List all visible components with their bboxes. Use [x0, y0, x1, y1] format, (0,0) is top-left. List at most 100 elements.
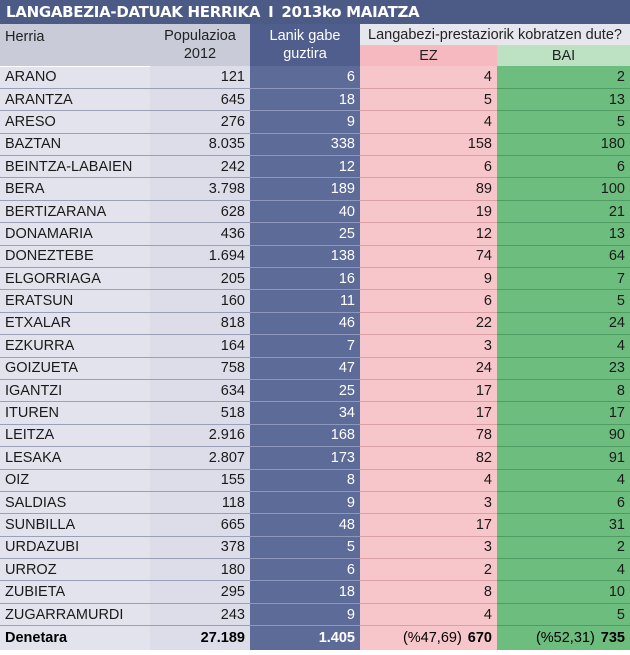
cell-ez: 6 — [360, 289, 497, 313]
total-populazioa: 27.189 — [150, 625, 250, 650]
table-row: OIZ 155 8 4 4 — [0, 469, 630, 492]
table-row: GOIZUETA 758 47 24 23 — [0, 357, 630, 380]
table-row: ZUBIETA 295 18 8 10 — [0, 580, 630, 604]
cell-lanik: 9 — [250, 110, 360, 134]
cell-populazioa: 2.916 — [150, 424, 250, 448]
cell-lanik: 9 — [250, 603, 360, 627]
cell-ez: 4 — [360, 469, 497, 492]
cell-bai: 4 — [497, 558, 630, 582]
cell-bai: 100 — [497, 177, 630, 201]
total-row: Denetara 27.189 1.405 (%47,69) 670 (%52,3… — [0, 625, 630, 650]
cell-bai: 4 — [497, 334, 630, 358]
total-lanik: 1.405 — [250, 625, 360, 650]
cell-bai: 24 — [497, 312, 630, 336]
table-row: SALDIAS 118 9 3 6 — [0, 491, 630, 515]
col-header-lanik: Lanik gabe guztira — [250, 24, 360, 66]
cell-populazioa: 243 — [150, 603, 250, 627]
cell-bai: 21 — [497, 200, 630, 224]
cell-lanik: 9 — [250, 491, 360, 515]
cell-herria: EZKURRA — [0, 334, 150, 358]
table-row: ARANTZA 645 18 5 13 — [0, 88, 630, 112]
cell-ez: 74 — [360, 245, 497, 269]
cell-lanik: 25 — [250, 379, 360, 403]
table-header: Herria Populazioa 2012 Lanik gabe guztir… — [0, 24, 630, 67]
cell-lanik: 8 — [250, 469, 360, 492]
cell-lanik: 7 — [250, 334, 360, 358]
cell-bai: 23 — [497, 357, 630, 380]
cell-bai: 6 — [497, 491, 630, 515]
cell-bai: 90 — [497, 424, 630, 448]
cell-ez: 4 — [360, 110, 497, 134]
total-ez: (%47,69) 670 — [360, 625, 497, 650]
table-row: URDAZUBI 378 5 3 2 — [0, 536, 630, 560]
cell-lanik: 189 — [250, 177, 360, 201]
cell-herria: ARANTZA — [0, 88, 150, 112]
cell-herria: BAZTAN — [0, 133, 150, 157]
cell-herria: LEITZA — [0, 424, 150, 448]
cell-ez: 4 — [360, 66, 497, 89]
total-label: Denetara — [0, 625, 150, 650]
cell-lanik: 47 — [250, 357, 360, 380]
cell-bai: 4 — [497, 469, 630, 492]
cell-herria: DONAMARIA — [0, 222, 150, 246]
table-row: BERA 3.798 189 89 100 — [0, 177, 630, 201]
cell-lanik: 138 — [250, 245, 360, 269]
cell-bai: 2 — [497, 66, 630, 89]
cell-populazioa: 3.798 — [150, 177, 250, 201]
cell-bai: 7 — [497, 267, 630, 291]
cell-herria: ELGORRIAGA — [0, 267, 150, 291]
cell-ez: 3 — [360, 334, 497, 358]
table-row: IGANTZI 634 25 17 8 — [0, 379, 630, 403]
cell-herria: ITUREN — [0, 401, 150, 425]
cell-ez: 12 — [360, 222, 497, 246]
cell-herria: ARANO — [0, 66, 150, 89]
table-body: ARANO 121 6 4 2 ARANTZA 645 18 5 13 ARESO 276 9 4 5 BAZ… — [0, 66, 630, 627]
cell-ez: 78 — [360, 424, 497, 448]
cell-bai: 6 — [497, 155, 630, 179]
col-header-populazioa-line1: Populazioa — [164, 28, 236, 44]
cell-populazioa: 295 — [150, 580, 250, 604]
cell-bai: 13 — [497, 222, 630, 246]
cell-bai: 31 — [497, 513, 630, 537]
table-row: EZKURRA 164 7 3 4 — [0, 334, 630, 358]
table-row: DONAMARIA 436 25 12 13 — [0, 222, 630, 246]
total-bai-value: 735 — [600, 630, 625, 647]
data-table: Herria Populazioa 2012 Lanik gabe guztir… — [0, 24, 630, 650]
cell-bai: 64 — [497, 245, 630, 269]
cell-populazioa: 180 — [150, 558, 250, 582]
cell-lanik: 173 — [250, 446, 360, 470]
total-bai: (%52,31) 735 — [497, 625, 630, 650]
cell-lanik: 168 — [250, 424, 360, 448]
table-row: ARESO 276 9 4 5 — [0, 110, 630, 134]
cell-populazioa: 118 — [150, 491, 250, 515]
cell-bai: 8 — [497, 379, 630, 403]
cell-populazioa: 518 — [150, 401, 250, 425]
cell-lanik: 34 — [250, 401, 360, 425]
title-separator: I — [268, 3, 274, 21]
cell-ez: 9 — [360, 267, 497, 291]
cell-populazioa: 2.807 — [150, 446, 250, 470]
cell-ez: 17 — [360, 513, 497, 537]
cell-bai: 91 — [497, 446, 630, 470]
cell-populazioa: 634 — [150, 379, 250, 403]
cell-populazioa: 378 — [150, 536, 250, 560]
cell-ez: 2 — [360, 558, 497, 582]
cell-ez: 6 — [360, 155, 497, 179]
cell-herria: ARESO — [0, 110, 150, 134]
cell-bai: 10 — [497, 580, 630, 604]
cell-herria: URDAZUBI — [0, 536, 150, 560]
col-header-herria: Herria — [0, 24, 150, 67]
cell-ez: 89 — [360, 177, 497, 201]
cell-populazioa: 758 — [150, 357, 250, 380]
cell-populazioa: 628 — [150, 200, 250, 224]
cell-herria: IGANTZI — [0, 379, 150, 403]
cell-ez: 158 — [360, 133, 497, 157]
col-header-populazioa: Populazioa 2012 — [150, 24, 250, 66]
cell-herria: ZUBIETA — [0, 580, 150, 604]
cell-lanik: 338 — [250, 133, 360, 157]
cell-bai: 5 — [497, 603, 630, 627]
title-banner: LANGABEZIA-DATUAK HERRIKA I 2013ko MAIATZA — [0, 0, 630, 24]
cell-ez: 22 — [360, 312, 497, 336]
cell-herria: BERTIZARANA — [0, 200, 150, 224]
